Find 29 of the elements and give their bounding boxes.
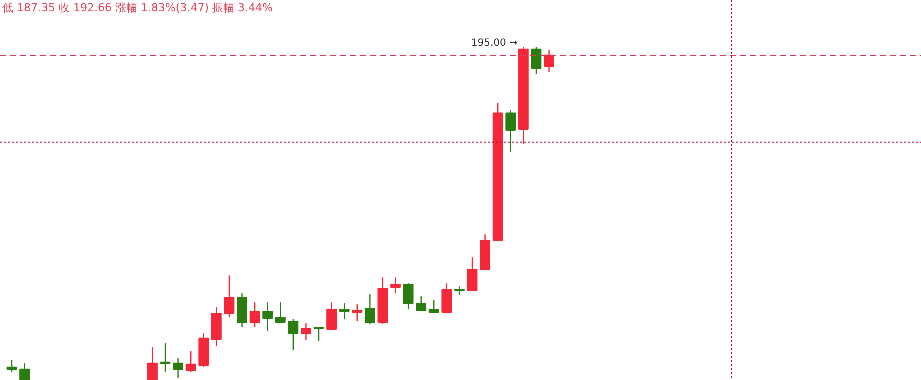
candlestick (352, 304, 363, 322)
candlestick (390, 276, 401, 294)
candlestick (364, 294, 376, 326)
candlestick (262, 302, 274, 332)
candlestick (506, 110, 516, 153)
chart-title: 低 187.35 收 192.66 涨幅 1.83%(3.47) 振幅 3.44% (2, 2, 273, 14)
candlestick (224, 274, 235, 318)
candlestick (416, 296, 427, 312)
candlestick (275, 302, 286, 324)
candlestick (314, 326, 324, 342)
annotation: 195.00 → (471, 38, 518, 49)
candlestick (531, 46, 542, 76)
candlestick (6, 360, 18, 374)
candlestick (442, 282, 452, 314)
candlestick (186, 350, 196, 374)
candlestick (173, 358, 184, 380)
candlestick (428, 300, 440, 314)
candlestick (301, 322, 312, 342)
candlestick (20, 362, 30, 380)
candlestick (339, 302, 350, 320)
candlestick (403, 282, 414, 310)
candlestick (454, 286, 465, 296)
candlestick (160, 342, 171, 374)
candlestick (148, 346, 158, 380)
candlestick (250, 302, 260, 328)
candlestick (326, 302, 338, 330)
candlestick (467, 257, 478, 292)
candlestick (544, 50, 554, 74)
candlestick (288, 318, 299, 352)
